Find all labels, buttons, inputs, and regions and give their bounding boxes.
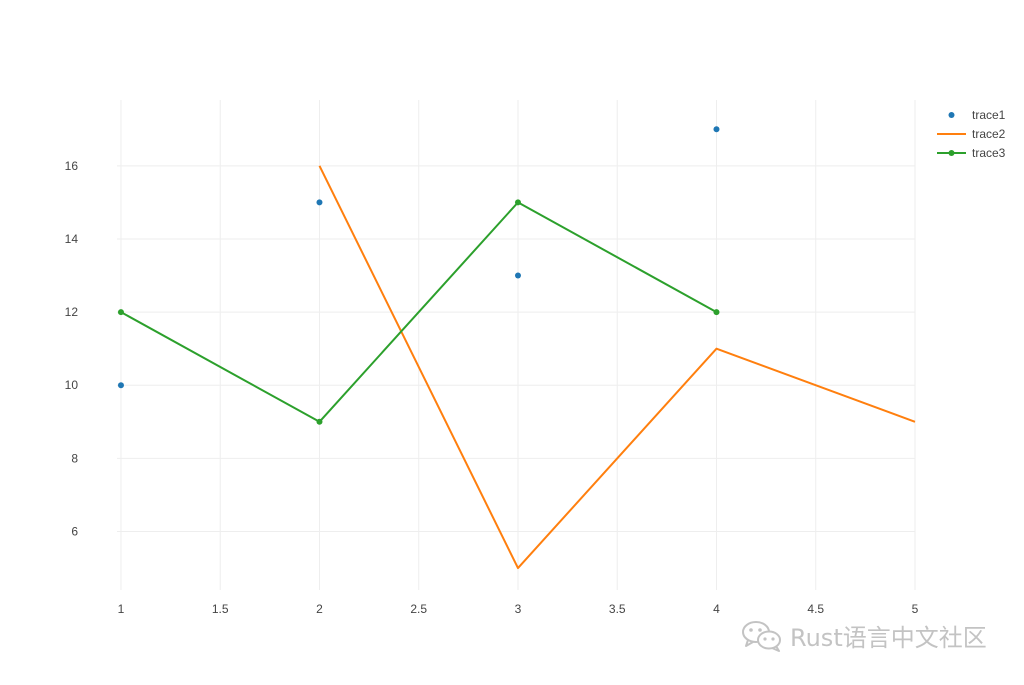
x-tick-label: 3.5 xyxy=(609,602,626,616)
x-tick-label: 1.5 xyxy=(212,602,229,616)
x-axis-ticks: 1 1.5 2 2.5 3 3.5 4 4.5 5 xyxy=(118,602,919,616)
x-tick-label: 4.5 xyxy=(807,602,824,616)
legend-item-trace2[interactable]: trace2 xyxy=(937,127,1006,141)
y-tick-label: 6 xyxy=(71,524,78,538)
x-tick-label: 1 xyxy=(118,602,125,616)
legend-item-trace3[interactable]: trace3 xyxy=(937,146,1006,160)
y-axis-ticks: 6 8 10 12 14 16 xyxy=(65,159,79,539)
y-tick-label: 14 xyxy=(65,232,79,246)
legend-label: trace1 xyxy=(972,108,1006,122)
y-tick-label: 10 xyxy=(65,378,79,392)
trace3-line xyxy=(120,201,717,423)
trace3-point xyxy=(514,199,521,206)
trace3-point xyxy=(316,418,323,425)
x-tick-label: 2 xyxy=(316,602,323,616)
x-tick-label: 3 xyxy=(515,602,522,616)
series-trace3 xyxy=(117,199,720,425)
legend-label: trace3 xyxy=(972,146,1006,160)
legend[interactable]: trace1 trace2 trace3 xyxy=(937,108,1006,160)
y-tick-label: 12 xyxy=(65,305,79,319)
series-trace1 xyxy=(117,126,720,389)
grid xyxy=(117,100,916,590)
trace1-point xyxy=(713,126,720,133)
series-trace2 xyxy=(318,165,916,570)
wechat-icon xyxy=(742,621,781,652)
watermark-text: Rust语言中文社区 xyxy=(790,623,987,652)
watermark: Rust语言中文社区 xyxy=(740,618,987,652)
legend-item-trace1[interactable]: trace1 xyxy=(948,108,1006,122)
trace1-point xyxy=(316,199,323,206)
plot-area xyxy=(117,126,916,570)
legend-swatch-marker xyxy=(948,150,955,156)
trace1-point xyxy=(514,272,521,279)
trace2-line xyxy=(318,165,916,570)
x-tick-label: 4 xyxy=(713,602,720,616)
legend-label: trace2 xyxy=(972,127,1006,141)
trace3-point xyxy=(117,309,124,316)
x-tick-label: 5 xyxy=(912,602,919,616)
y-tick-label: 16 xyxy=(65,159,79,173)
legend-swatch-marker xyxy=(948,112,955,118)
x-tick-label: 2.5 xyxy=(410,602,427,616)
trace1-point xyxy=(117,382,124,389)
y-tick-label: 8 xyxy=(71,451,78,465)
trace3-point xyxy=(713,309,720,316)
